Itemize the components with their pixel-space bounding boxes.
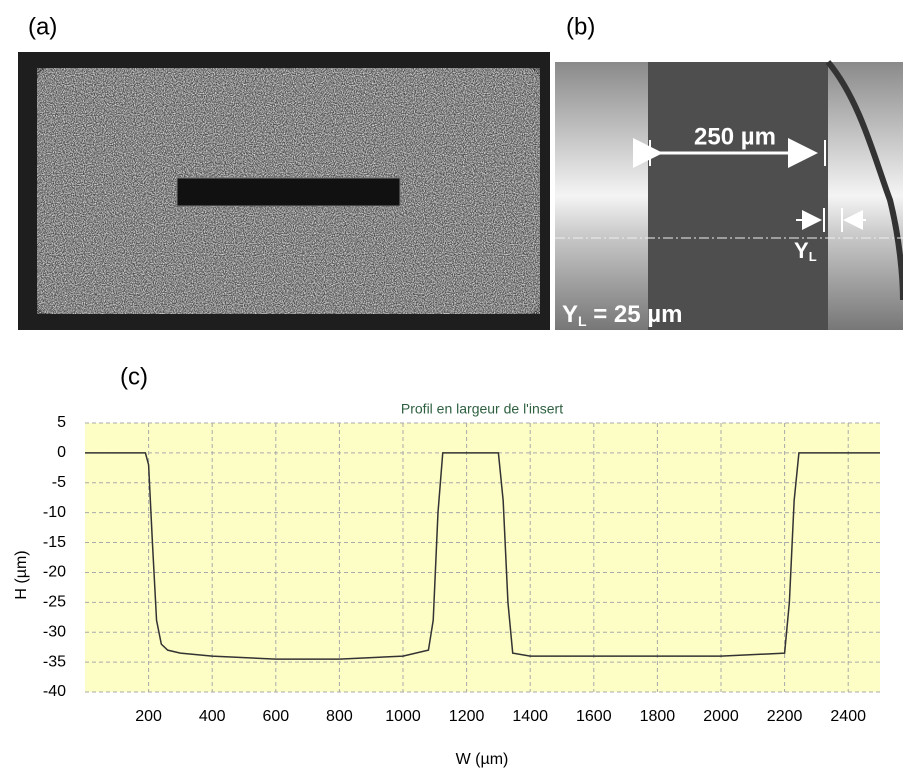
chart: Profil en largeur de l'insert W (µm) H (… [13, 401, 880, 768]
yl-symbol: Y [562, 301, 578, 328]
yl-symbol: Y [794, 238, 809, 263]
plot-area [85, 423, 880, 692]
slot [176, 177, 401, 207]
y-tick-label: 0 [57, 444, 66, 461]
y-tick-label: -30 [43, 623, 66, 640]
panel-label: (c) [120, 363, 148, 390]
x-tick-label: 600 [262, 708, 289, 725]
y-tick-label: -10 [43, 504, 66, 521]
yl-text: = 25 µm [587, 301, 683, 328]
x-tick-label: 1600 [576, 708, 612, 725]
edge [825, 60, 903, 301]
x-tick-label: 1200 [449, 708, 485, 725]
panel-label: (a) [28, 13, 57, 40]
y-tick-label: -20 [43, 564, 66, 581]
y-tick-label: -25 [43, 594, 66, 611]
x-tick-label: 2200 [767, 708, 803, 725]
yl-label: YL [794, 238, 817, 265]
yl-value: YL = 25 µm [562, 301, 682, 328]
y-tick-label: 5 [57, 414, 66, 431]
x-tick-label: 1000 [385, 708, 421, 725]
yl-sub: L [578, 313, 587, 329]
x-tick-label: 2000 [703, 708, 739, 725]
wall [648, 62, 828, 330]
profile-line [85, 452, 880, 660]
y-axis-label: H (µm) [13, 550, 30, 599]
yl-sub: L [809, 249, 817, 264]
chart-title: Profil en largeur de l'insert [401, 401, 563, 417]
x-tick-label: 200 [135, 708, 162, 725]
x-tick-label: 800 [326, 708, 353, 725]
y-tick-label: -15 [43, 534, 66, 551]
x-tick-label: 400 [199, 708, 226, 725]
x-tick-label: 2400 [830, 708, 866, 725]
x-tick-label: 1400 [512, 708, 548, 725]
y-tick-label: -40 [43, 683, 66, 700]
x-tick-label: 1800 [640, 708, 676, 725]
width-label: 250 µm [694, 123, 776, 150]
y-tick-label: -5 [52, 474, 66, 491]
panel-label: (b) [566, 13, 595, 40]
x-axis-label: W (µm) [456, 751, 509, 768]
y-tick-label: -35 [43, 653, 66, 670]
